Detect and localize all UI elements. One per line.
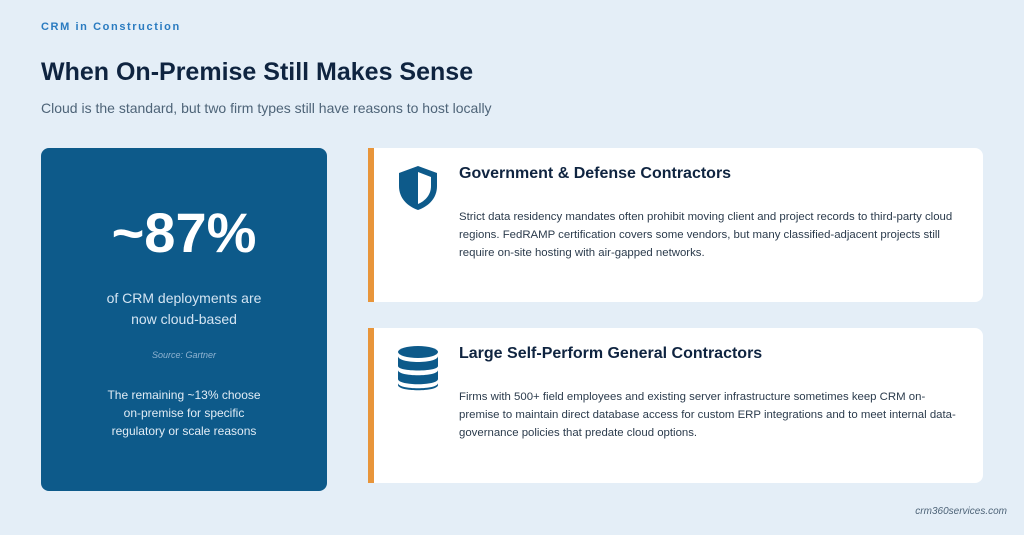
title: When On-Premise Still Makes Sense <box>41 58 474 86</box>
card-body: Strict data residency mandates often pro… <box>459 211 953 259</box>
database-icon <box>398 346 438 391</box>
card-title: Government & Defense Contractors <box>459 165 732 182</box>
footer: crm360services.com <box>915 506 1007 517</box>
stat-source: Source: Gartner <box>151 350 217 360</box>
card-title: Large Self-Perform General Contractors <box>459 345 763 362</box>
stat-value: ~87% <box>111 201 257 264</box>
card: Large Self-Perform General Contractors F… <box>368 328 983 483</box>
card: Government & Defense Contractors Strict … <box>368 148 983 302</box>
subtitle: Cloud is the standard, but two firm type… <box>41 100 492 116</box>
card-body: Firms with 500+ field employees and exis… <box>459 391 956 439</box>
stat-card: ~87% of CRM deployments are now cloud-ba… <box>41 148 327 491</box>
eyebrow: CRM in Construction <box>41 21 181 33</box>
shield-icon <box>399 166 437 210</box>
stat-note: The remaining ~13% choose on-premise for… <box>107 388 261 438</box>
stat-caption: of CRM deployments are now cloud-based <box>106 290 262 327</box>
